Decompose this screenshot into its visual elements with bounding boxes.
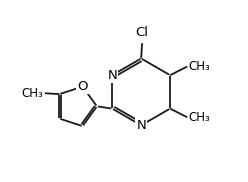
Text: Cl: Cl <box>136 26 149 39</box>
Text: N: N <box>136 119 146 132</box>
Text: CH₃: CH₃ <box>189 60 211 73</box>
Text: N: N <box>107 69 117 82</box>
Text: CH₃: CH₃ <box>22 87 43 100</box>
Text: CH₃: CH₃ <box>189 111 211 124</box>
Text: O: O <box>77 80 88 93</box>
